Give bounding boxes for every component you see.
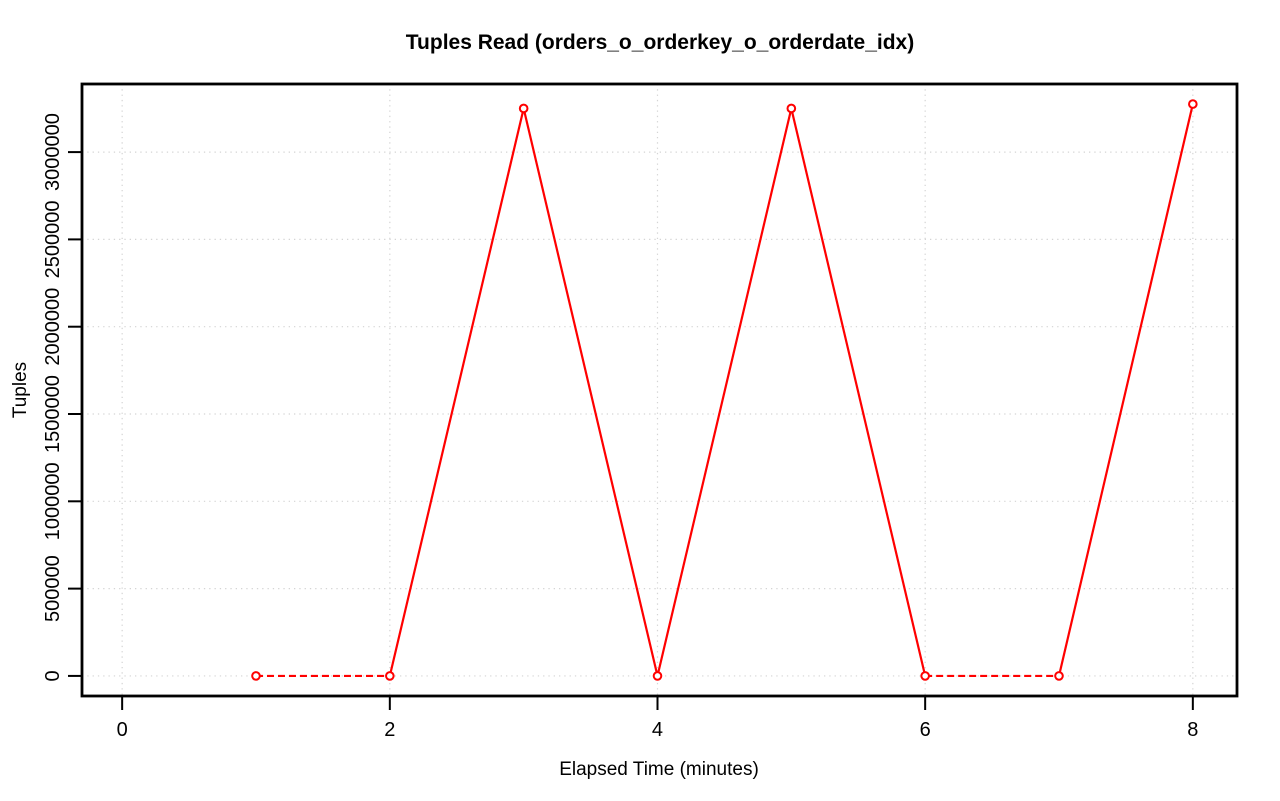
chart-title: Tuples Read (orders_o_orderkey_o_orderda… xyxy=(406,31,914,54)
data-point-marker xyxy=(385,671,395,681)
marker-layer xyxy=(251,99,1198,681)
data-point-marker xyxy=(1188,99,1198,109)
y-axis-title: Tuples xyxy=(10,362,31,418)
data-point-marker xyxy=(518,103,529,114)
series-layer xyxy=(255,103,1194,678)
data-point-marker xyxy=(920,671,930,681)
plot-box xyxy=(80,82,1239,698)
y-tick-label: 2000000 xyxy=(42,288,64,366)
data-point-marker xyxy=(1054,671,1064,681)
x-tick-label: 8 xyxy=(1187,719,1198,741)
series-segment xyxy=(1057,103,1194,677)
x-tick-label: 0 xyxy=(117,719,128,741)
y-tick-label: 1500000 xyxy=(42,375,64,453)
x-axis-title: Elapsed Time (minutes) xyxy=(559,759,759,780)
y-tick-label: 2500000 xyxy=(42,200,64,278)
y-tick-label: 500000 xyxy=(42,555,64,622)
x-tick-label: 4 xyxy=(652,719,663,741)
x-tick-label: 6 xyxy=(920,719,931,741)
data-point-marker xyxy=(251,671,261,681)
series-segment xyxy=(790,108,927,677)
series-segment xyxy=(656,108,793,677)
grid-layer xyxy=(82,84,1237,696)
series-segment xyxy=(522,108,659,677)
data-point-marker xyxy=(786,103,797,114)
y-tick-label: 0 xyxy=(42,670,64,681)
axis-layer: 0 2 4 6 8 0 500000 1000000 1500000 2000000 2500000… xyxy=(42,82,1239,741)
x-tick-label: 2 xyxy=(384,719,395,741)
series-segment xyxy=(388,108,525,677)
data-point-marker xyxy=(652,671,663,681)
y-tick-label: 1000000 xyxy=(42,462,64,540)
y-tick-label: 3000000 xyxy=(42,113,64,191)
